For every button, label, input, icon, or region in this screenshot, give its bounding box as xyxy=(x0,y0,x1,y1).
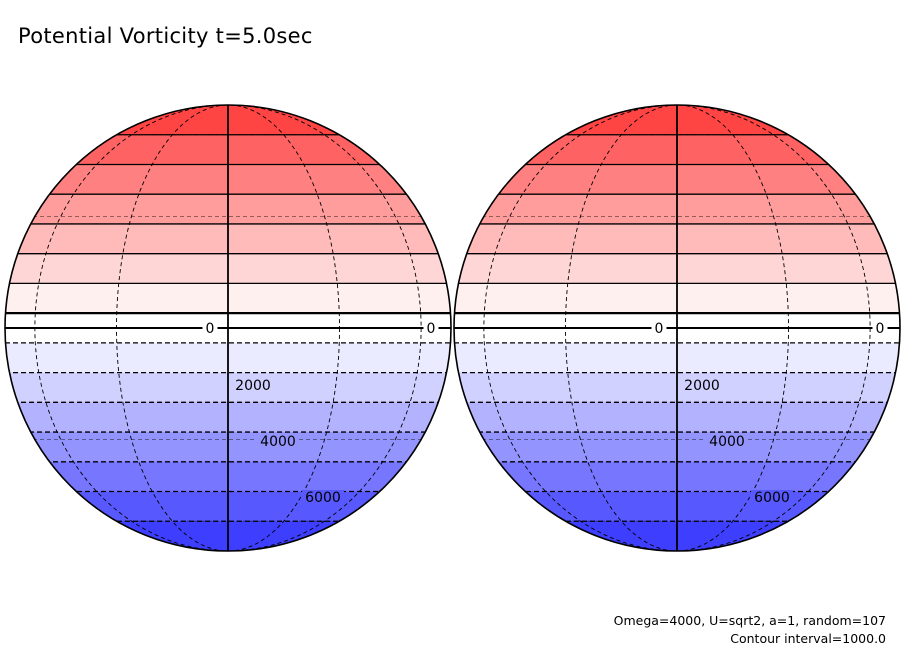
contour-label-bg xyxy=(872,321,888,335)
contour-label-bg xyxy=(706,434,748,448)
globe-outline xyxy=(4,104,452,552)
contour-label: 2000 xyxy=(235,378,271,394)
contour-label: 0 xyxy=(876,321,885,337)
contour-interval-note: Contour interval=1000.0 xyxy=(730,631,886,646)
contour-label: 6000 xyxy=(305,490,341,506)
chart-title: Potential Vorticity t=5.0sec xyxy=(18,24,313,48)
globe-outline xyxy=(453,104,901,552)
contour-label: 0 xyxy=(427,321,436,337)
contour-label: 0 xyxy=(206,321,215,337)
contour-label-bg xyxy=(257,434,299,448)
contour-label: 0 xyxy=(655,321,664,337)
contour-label-bg xyxy=(651,321,667,335)
contour-label-bg xyxy=(681,378,723,392)
contour-label-bg xyxy=(423,321,439,335)
globe-1: 0 0 2000 4000 6000 xyxy=(4,104,452,552)
parameters-note: Omega=4000, U=sqrt2, a=1, random=107 xyxy=(613,613,886,628)
contour-label-bg xyxy=(751,490,793,504)
contour-label: 2000 xyxy=(684,378,720,394)
contour-label-bg xyxy=(232,378,274,392)
contour-label: 4000 xyxy=(260,434,296,450)
contour-label: 6000 xyxy=(754,490,790,506)
contour-label: 4000 xyxy=(709,434,745,450)
contour-label-bg xyxy=(302,490,344,504)
contour-label-bg xyxy=(202,321,218,335)
globe-2: 0 0 2000 4000 6000 xyxy=(453,104,901,552)
